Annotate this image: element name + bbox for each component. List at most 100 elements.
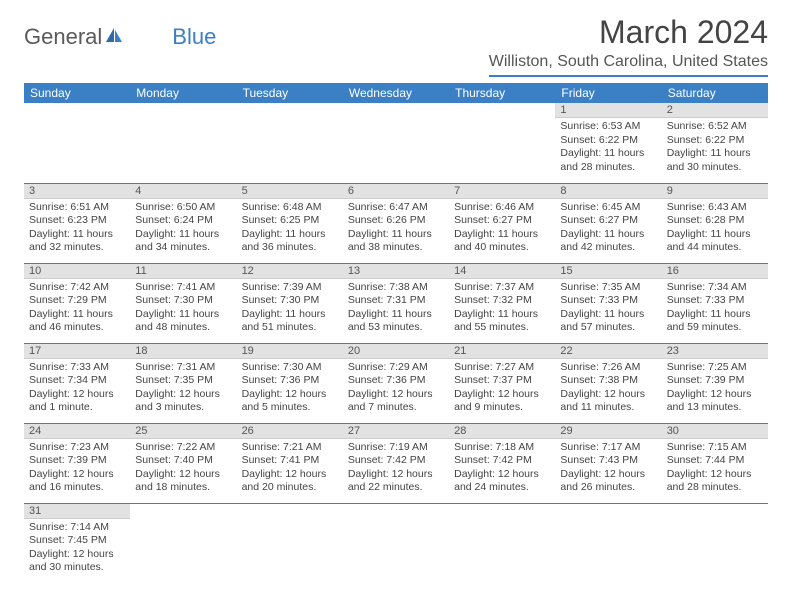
calendar-day-cell — [130, 103, 236, 183]
day-number: 15 — [555, 264, 661, 279]
calendar-day-cell: 26Sunrise: 7:21 AMSunset: 7:41 PMDayligh… — [237, 423, 343, 503]
calendar-day-cell: 10Sunrise: 7:42 AMSunset: 7:29 PMDayligh… — [24, 263, 130, 343]
day-details: Sunrise: 7:38 AMSunset: 7:31 PMDaylight:… — [343, 279, 449, 340]
calendar-day-cell — [343, 503, 449, 583]
calendar-day-cell: 11Sunrise: 7:41 AMSunset: 7:30 PMDayligh… — [130, 263, 236, 343]
day-number: 24 — [24, 424, 130, 439]
day-number: 13 — [343, 264, 449, 279]
day-details: Sunrise: 7:14 AMSunset: 7:45 PMDaylight:… — [24, 519, 130, 580]
day-number: 7 — [449, 184, 555, 199]
day-number: 27 — [343, 424, 449, 439]
day-number: 20 — [343, 344, 449, 359]
calendar-day-cell: 29Sunrise: 7:17 AMSunset: 7:43 PMDayligh… — [555, 423, 661, 503]
day-details: Sunrise: 6:52 AMSunset: 6:22 PMDaylight:… — [662, 118, 768, 179]
day-number: 8 — [555, 184, 661, 199]
calendar-day-cell: 9Sunrise: 6:43 AMSunset: 6:28 PMDaylight… — [662, 183, 768, 263]
calendar-day-cell: 4Sunrise: 6:50 AMSunset: 6:24 PMDaylight… — [130, 183, 236, 263]
calendar-day-cell: 25Sunrise: 7:22 AMSunset: 7:40 PMDayligh… — [130, 423, 236, 503]
day-details: Sunrise: 6:48 AMSunset: 6:25 PMDaylight:… — [237, 199, 343, 260]
day-number: 11 — [130, 264, 236, 279]
day-number: 1 — [555, 103, 661, 118]
day-number: 6 — [343, 184, 449, 199]
day-details: Sunrise: 7:27 AMSunset: 7:37 PMDaylight:… — [449, 359, 555, 420]
day-number: 28 — [449, 424, 555, 439]
day-details: Sunrise: 6:47 AMSunset: 6:26 PMDaylight:… — [343, 199, 449, 260]
day-details: Sunrise: 6:50 AMSunset: 6:24 PMDaylight:… — [130, 199, 236, 260]
day-number: 9 — [662, 184, 768, 199]
calendar-day-cell: 14Sunrise: 7:37 AMSunset: 7:32 PMDayligh… — [449, 263, 555, 343]
calendar-day-cell: 2Sunrise: 6:52 AMSunset: 6:22 PMDaylight… — [662, 103, 768, 183]
weekday-header: Sunday — [24, 83, 130, 103]
day-details: Sunrise: 7:33 AMSunset: 7:34 PMDaylight:… — [24, 359, 130, 420]
day-details: Sunrise: 7:29 AMSunset: 7:36 PMDaylight:… — [343, 359, 449, 420]
calendar-day-cell — [555, 503, 661, 583]
weekday-header: Monday — [130, 83, 236, 103]
calendar-day-cell: 31Sunrise: 7:14 AMSunset: 7:45 PMDayligh… — [24, 503, 130, 583]
logo-sail-icon — [104, 24, 124, 50]
calendar-day-cell: 5Sunrise: 6:48 AMSunset: 6:25 PMDaylight… — [237, 183, 343, 263]
day-details: Sunrise: 7:19 AMSunset: 7:42 PMDaylight:… — [343, 439, 449, 500]
calendar-week-row: 31Sunrise: 7:14 AMSunset: 7:45 PMDayligh… — [24, 503, 768, 583]
calendar-day-cell — [237, 103, 343, 183]
day-number: 14 — [449, 264, 555, 279]
day-number: 2 — [662, 103, 768, 118]
weekday-header: Wednesday — [343, 83, 449, 103]
calendar-day-cell: 30Sunrise: 7:15 AMSunset: 7:44 PMDayligh… — [662, 423, 768, 503]
day-details: Sunrise: 7:34 AMSunset: 7:33 PMDaylight:… — [662, 279, 768, 340]
calendar-day-cell: 15Sunrise: 7:35 AMSunset: 7:33 PMDayligh… — [555, 263, 661, 343]
day-number: 26 — [237, 424, 343, 439]
day-details: Sunrise: 7:21 AMSunset: 7:41 PMDaylight:… — [237, 439, 343, 500]
calendar-day-cell: 20Sunrise: 7:29 AMSunset: 7:36 PMDayligh… — [343, 343, 449, 423]
day-number: 16 — [662, 264, 768, 279]
day-details: Sunrise: 7:35 AMSunset: 7:33 PMDaylight:… — [555, 279, 661, 340]
day-details: Sunrise: 7:30 AMSunset: 7:36 PMDaylight:… — [237, 359, 343, 420]
header: General Blue March 2024 Williston, South … — [24, 14, 768, 77]
day-details: Sunrise: 7:41 AMSunset: 7:30 PMDaylight:… — [130, 279, 236, 340]
location-label: Williston, South Carolina, United States — [489, 53, 768, 77]
day-details: Sunrise: 6:45 AMSunset: 6:27 PMDaylight:… — [555, 199, 661, 260]
calendar-day-cell: 16Sunrise: 7:34 AMSunset: 7:33 PMDayligh… — [662, 263, 768, 343]
day-number: 23 — [662, 344, 768, 359]
calendar-day-cell: 22Sunrise: 7:26 AMSunset: 7:38 PMDayligh… — [555, 343, 661, 423]
day-details: Sunrise: 7:18 AMSunset: 7:42 PMDaylight:… — [449, 439, 555, 500]
day-number: 29 — [555, 424, 661, 439]
day-number: 30 — [662, 424, 768, 439]
calendar-day-cell: 13Sunrise: 7:38 AMSunset: 7:31 PMDayligh… — [343, 263, 449, 343]
day-number: 25 — [130, 424, 236, 439]
day-details: Sunrise: 7:25 AMSunset: 7:39 PMDaylight:… — [662, 359, 768, 420]
calendar-day-cell: 21Sunrise: 7:27 AMSunset: 7:37 PMDayligh… — [449, 343, 555, 423]
weekday-header: Tuesday — [237, 83, 343, 103]
calendar-day-cell: 19Sunrise: 7:30 AMSunset: 7:36 PMDayligh… — [237, 343, 343, 423]
day-details: Sunrise: 7:37 AMSunset: 7:32 PMDaylight:… — [449, 279, 555, 340]
day-number: 5 — [237, 184, 343, 199]
calendar-week-row: 17Sunrise: 7:33 AMSunset: 7:34 PMDayligh… — [24, 343, 768, 423]
day-details: Sunrise: 7:23 AMSunset: 7:39 PMDaylight:… — [24, 439, 130, 500]
day-details: Sunrise: 7:22 AMSunset: 7:40 PMDaylight:… — [130, 439, 236, 500]
calendar-day-cell: 24Sunrise: 7:23 AMSunset: 7:39 PMDayligh… — [24, 423, 130, 503]
calendar-day-cell: 23Sunrise: 7:25 AMSunset: 7:39 PMDayligh… — [662, 343, 768, 423]
weekday-header: Saturday — [662, 83, 768, 103]
day-number: 4 — [130, 184, 236, 199]
day-details: Sunrise: 6:43 AMSunset: 6:28 PMDaylight:… — [662, 199, 768, 260]
calendar-day-cell — [343, 103, 449, 183]
calendar-day-cell: 8Sunrise: 6:45 AMSunset: 6:27 PMDaylight… — [555, 183, 661, 263]
calendar-day-cell — [24, 103, 130, 183]
day-details: Sunrise: 7:39 AMSunset: 7:30 PMDaylight:… — [237, 279, 343, 340]
day-number: 3 — [24, 184, 130, 199]
day-details: Sunrise: 7:26 AMSunset: 7:38 PMDaylight:… — [555, 359, 661, 420]
page-title: March 2024 — [489, 14, 768, 51]
day-number: 19 — [237, 344, 343, 359]
calendar-day-cell — [449, 503, 555, 583]
calendar-day-cell: 6Sunrise: 6:47 AMSunset: 6:26 PMDaylight… — [343, 183, 449, 263]
day-details: Sunrise: 7:15 AMSunset: 7:44 PMDaylight:… — [662, 439, 768, 500]
title-block: March 2024 Williston, South Carolina, Un… — [489, 14, 768, 77]
logo-text-gray: General — [24, 24, 102, 50]
calendar-week-row: 10Sunrise: 7:42 AMSunset: 7:29 PMDayligh… — [24, 263, 768, 343]
calendar-week-row: 1Sunrise: 6:53 AMSunset: 6:22 PMDaylight… — [24, 103, 768, 183]
day-details: Sunrise: 6:46 AMSunset: 6:27 PMDaylight:… — [449, 199, 555, 260]
calendar-table: SundayMondayTuesdayWednesdayThursdayFrid… — [24, 83, 768, 583]
day-details: Sunrise: 7:31 AMSunset: 7:35 PMDaylight:… — [130, 359, 236, 420]
calendar-day-cell — [662, 503, 768, 583]
logo-text-blue: Blue — [172, 24, 216, 50]
calendar-day-cell: 27Sunrise: 7:19 AMSunset: 7:42 PMDayligh… — [343, 423, 449, 503]
